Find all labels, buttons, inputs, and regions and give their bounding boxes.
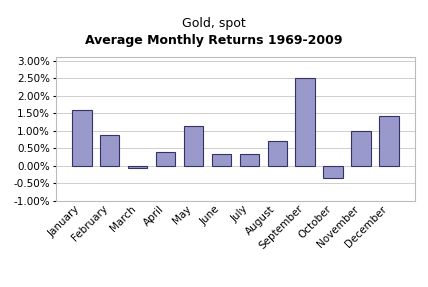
Bar: [184, 126, 203, 166]
Bar: [268, 141, 287, 166]
Text: Average Monthly Returns 1969-2009: Average Monthly Returns 1969-2009: [85, 34, 343, 47]
Bar: [100, 135, 119, 166]
Bar: [212, 154, 231, 166]
Bar: [240, 154, 259, 166]
Text: Gold, spot: Gold, spot: [182, 17, 246, 30]
Bar: [295, 78, 315, 166]
Bar: [72, 110, 92, 166]
Bar: [324, 166, 343, 178]
Bar: [379, 116, 399, 166]
Bar: [351, 131, 371, 166]
Bar: [156, 152, 175, 166]
Bar: [128, 166, 147, 168]
